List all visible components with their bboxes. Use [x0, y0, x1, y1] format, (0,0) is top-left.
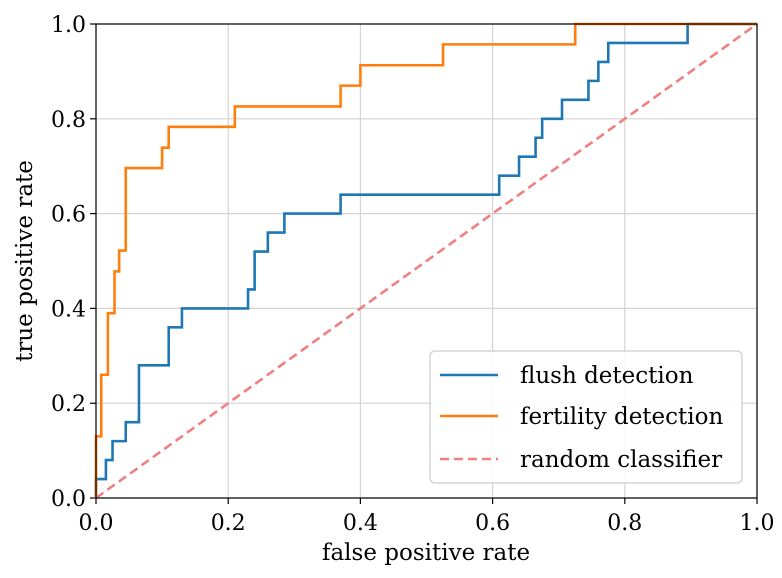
legend-label-random: random classifier	[520, 447, 722, 473]
ticks: 0.0 0.2 0.4 0.6 0.8 1.0 0.0 0.2 0.4 0.6 0.8 1.0	[51, 13, 775, 536]
y-axis-label: true positive rate	[12, 160, 38, 362]
legend-box	[429, 350, 743, 484]
x-axis-label: false positive rate	[322, 540, 530, 566]
legend-label-fertility: fertility detection	[520, 404, 723, 430]
plot-frame	[95, 23, 758, 499]
legend: flush detection fertility detection rand…	[429, 350, 743, 484]
x-tick-label: 0.4	[343, 511, 378, 536]
y-tick-label: 0.6	[51, 203, 86, 228]
fertility-detection-line	[94, 22, 757, 498]
y-tick-label: 1.0	[51, 13, 86, 38]
legend-label-flush: flush detection	[520, 363, 694, 389]
x-tick-label: 0.2	[211, 511, 246, 536]
y-tick-label: 0.4	[51, 297, 86, 322]
y-tick-label: 0.2	[51, 392, 86, 417]
series-lines	[94, 22, 758, 500]
y-tick-label: 0.0	[51, 487, 86, 512]
x-tick-label: 0.0	[79, 511, 114, 536]
random-classifier-line	[95, 22, 758, 500]
x-tick-label: 1.0	[740, 511, 775, 536]
y-tick-label: 0.8	[51, 108, 86, 133]
x-tick-label: 0.6	[475, 511, 510, 536]
x-tick-label: 0.8	[607, 511, 642, 536]
flush-detection-line	[94, 22, 757, 498]
